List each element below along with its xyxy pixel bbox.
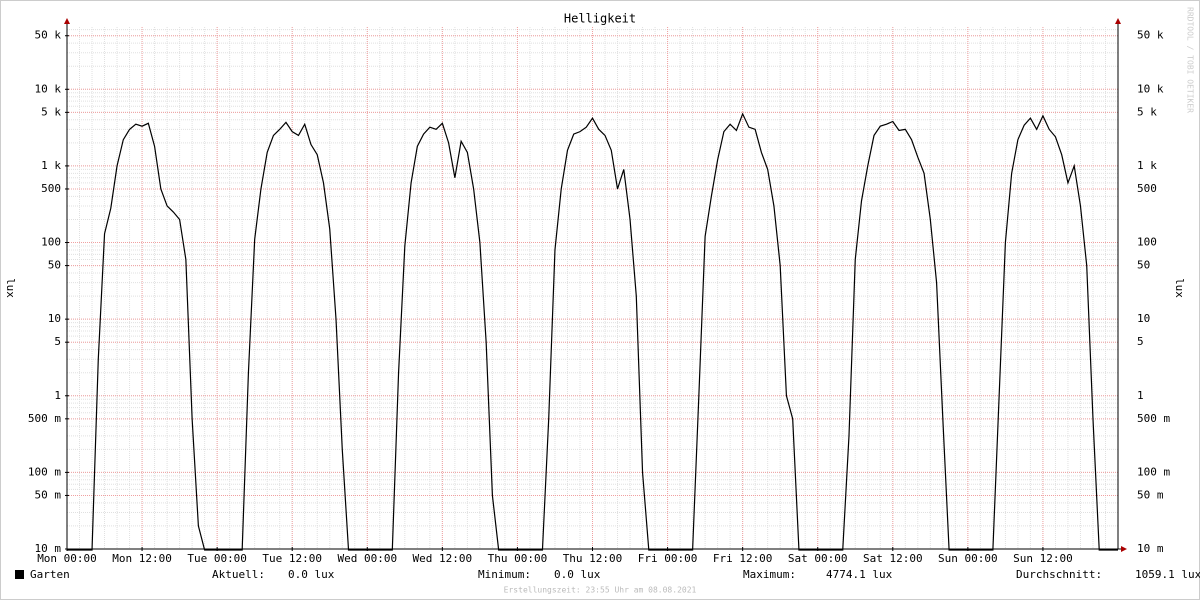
- chart-title: Helligkeit: [564, 12, 636, 26]
- y2-axis-label: lux: [1173, 278, 1186, 298]
- y-tick-label: 50: [48, 259, 61, 272]
- x-tick-label: Fri 12:00: [713, 552, 773, 565]
- legend-label: Garten: [30, 568, 70, 581]
- y-axis-label: lux: [4, 278, 17, 298]
- y2-tick-label: 50 m: [1137, 488, 1164, 501]
- y2-tick-label: 50: [1137, 259, 1150, 272]
- x-tick-label: Fri 00:00: [638, 552, 698, 565]
- y2-tick-label: 10 k: [1137, 82, 1164, 95]
- x-tick-label: Tue 12:00: [262, 552, 322, 565]
- x-tick-label: Thu 00:00: [488, 552, 548, 565]
- x-tick-label: Tue 00:00: [187, 552, 247, 565]
- x-tick-label: Mon 12:00: [112, 552, 172, 565]
- y-tick-label: 50 k: [35, 29, 62, 42]
- y-tick-label: 5: [54, 335, 61, 348]
- stat-value: 0.0 lux: [554, 568, 601, 581]
- y2-tick-label: 5 k: [1137, 105, 1157, 118]
- stat-label: Aktuell:: [212, 568, 265, 581]
- stat-label: Durchschnitt:: [1016, 568, 1102, 581]
- y-tick-label: 100: [41, 236, 61, 249]
- x-tick-label: Mon 00:00: [37, 552, 97, 565]
- x-tick-label: Wed 12:00: [413, 552, 473, 565]
- y2-tick-label: 5: [1137, 335, 1144, 348]
- y2-tick-label: 100: [1137, 236, 1157, 249]
- x-tick-label: Sun 12:00: [1013, 552, 1073, 565]
- y2-tick-label: 10 m: [1137, 542, 1164, 555]
- x-tick-label: Thu 12:00: [563, 552, 623, 565]
- y2-tick-label: 1 k: [1137, 159, 1157, 172]
- y-tick-label: 50 m: [35, 488, 62, 501]
- y-tick-label: 500 m: [28, 412, 61, 425]
- series-line: [67, 112, 1118, 551]
- stat-value: 0.0 lux: [288, 568, 335, 581]
- footer: Erstellungszeit: 23:55 Uhr am 08.08.2021: [504, 586, 697, 595]
- x-axis-arrow: [1121, 546, 1127, 552]
- y-tick-label: 10: [48, 312, 61, 325]
- y-tick-label: 500: [41, 182, 61, 195]
- y2-tick-label: 1: [1137, 389, 1144, 402]
- y-tick-label: 5 k: [41, 105, 61, 118]
- y2-axis-arrow: [1115, 18, 1121, 24]
- x-tick-label: Sat 12:00: [863, 552, 923, 565]
- y-tick-label: 1: [54, 389, 61, 402]
- y-axis-arrow: [64, 18, 70, 24]
- stat-label: Maximum:: [743, 568, 796, 581]
- y2-tick-label: 500 m: [1137, 412, 1170, 425]
- y-tick-label: 10 m: [35, 542, 62, 555]
- y2-tick-label: 50 k: [1137, 29, 1164, 42]
- stat-value: 4774.1 lux: [826, 568, 893, 581]
- y2-tick-label: 100 m: [1137, 465, 1170, 478]
- y-tick-label: 1 k: [41, 159, 61, 172]
- x-tick-label: Wed 00:00: [337, 552, 397, 565]
- x-tick-label: Sun 00:00: [938, 552, 998, 565]
- legend-swatch: [15, 570, 24, 579]
- y2-tick-label: 10: [1137, 312, 1150, 325]
- y-tick-label: 100 m: [28, 465, 61, 478]
- x-tick-label: Sat 00:00: [788, 552, 848, 565]
- stat-value: 1059.1 lux: [1135, 568, 1200, 581]
- stat-label: Minimum:: [478, 568, 531, 581]
- y-tick-label: 10 k: [35, 82, 62, 95]
- y2-tick-label: 500: [1137, 182, 1157, 195]
- watermark: RRDTOOL / TOBI OETIKER: [1186, 7, 1195, 113]
